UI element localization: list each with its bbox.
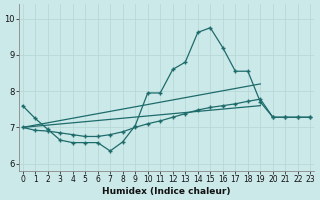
X-axis label: Humidex (Indice chaleur): Humidex (Indice chaleur) [102,187,231,196]
